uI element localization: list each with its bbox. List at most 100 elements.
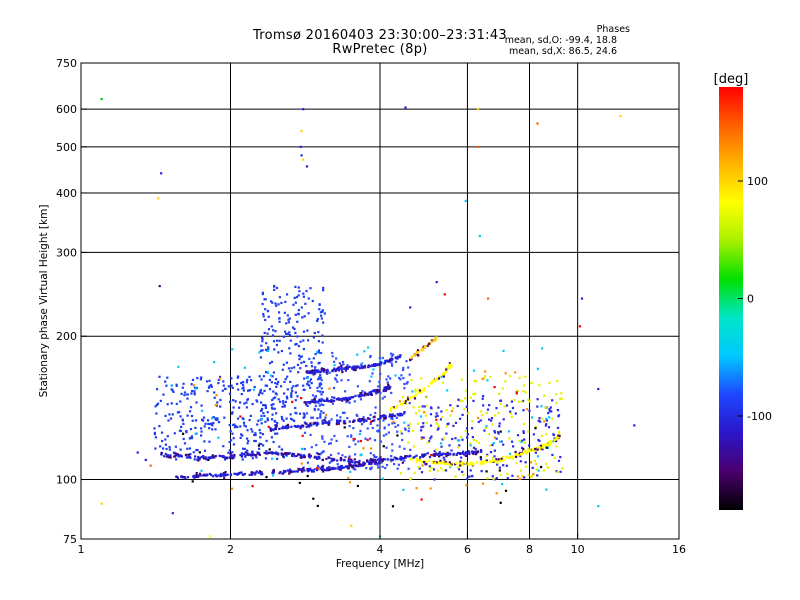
data-point [232,437,235,440]
data-point [225,457,228,460]
data-point [253,439,256,443]
data-point [243,472,246,476]
data-point [243,402,246,405]
data-point [295,295,299,299]
data-point [214,428,217,431]
data-point [259,388,262,392]
data-point [443,371,447,374]
data-point [196,458,199,461]
data-point [376,458,379,461]
data-point [444,469,448,472]
data-point [319,467,323,470]
data-point [246,452,249,455]
data-point [370,375,373,378]
data-point [206,390,209,393]
data-point [305,425,308,428]
data-point [294,285,297,288]
data-point [494,414,497,417]
data-point [302,384,305,387]
data-point [349,470,352,473]
data-point [303,413,306,416]
data-point [291,400,294,403]
data-point [194,432,197,435]
data-point [311,470,314,473]
data-point [211,475,214,478]
data-point [434,380,437,383]
data-point [536,474,539,477]
data-point [208,427,211,430]
data-point [547,426,551,429]
phases-o-mode-stats: mean, sd,O: -99.4, 18.8 [504,35,617,46]
data-point [271,301,274,304]
data-point [300,447,304,450]
data-point [267,346,270,349]
data-point [305,422,308,425]
data-point [271,451,274,454]
data-point [272,371,275,374]
data-point [278,339,281,342]
data-point [353,368,356,371]
data-point [322,411,325,414]
data-point [372,368,375,371]
data-point [398,400,401,403]
data-point [328,468,332,471]
data-point [429,437,432,440]
data-point [408,373,411,376]
data-point [259,432,262,435]
data-point [265,342,268,345]
data-point [261,433,265,436]
data-point [236,376,239,379]
data-point [282,425,285,428]
data-point [252,388,255,391]
data-point [239,471,242,474]
data-point [421,405,424,408]
data-point [283,392,286,395]
data-point [555,445,558,448]
data-point [363,418,366,421]
data-point [406,398,410,401]
data-point [314,401,317,404]
data-point [416,351,419,354]
data-point [215,394,218,397]
data-point [499,399,503,402]
data-point [425,396,428,399]
data-point [271,452,274,455]
data-point [439,452,442,456]
data-point [424,453,427,456]
data-point [459,460,462,463]
data-point [385,464,389,467]
data-point [378,357,381,360]
data-point [472,463,475,466]
data-point [281,418,284,421]
data-point [475,440,478,443]
data-point [246,398,250,401]
data-point [481,461,484,464]
data-point [523,423,526,426]
data-point [551,399,554,402]
data-point [340,465,344,468]
data-point [299,425,302,428]
data-point [258,442,261,445]
data-point [321,310,324,313]
data-point [560,397,563,400]
data-point [360,392,363,395]
data-point [288,331,291,334]
data-point [633,424,636,427]
data-point [403,387,406,390]
data-point [392,420,395,423]
data-point [528,444,531,447]
data-point [306,380,310,383]
data-point [523,441,526,444]
data-point [459,417,462,420]
data-point [286,375,289,378]
data-point [539,444,542,447]
data-point [316,504,319,507]
data-point [529,461,533,464]
data-point [327,400,330,403]
data-point [189,456,192,459]
data-point [247,389,250,392]
data-point [310,361,313,364]
x-axis-ticks: 1 2 4 6 8 10 16 [78,533,686,556]
data-point [435,418,438,421]
data-point [399,403,402,406]
